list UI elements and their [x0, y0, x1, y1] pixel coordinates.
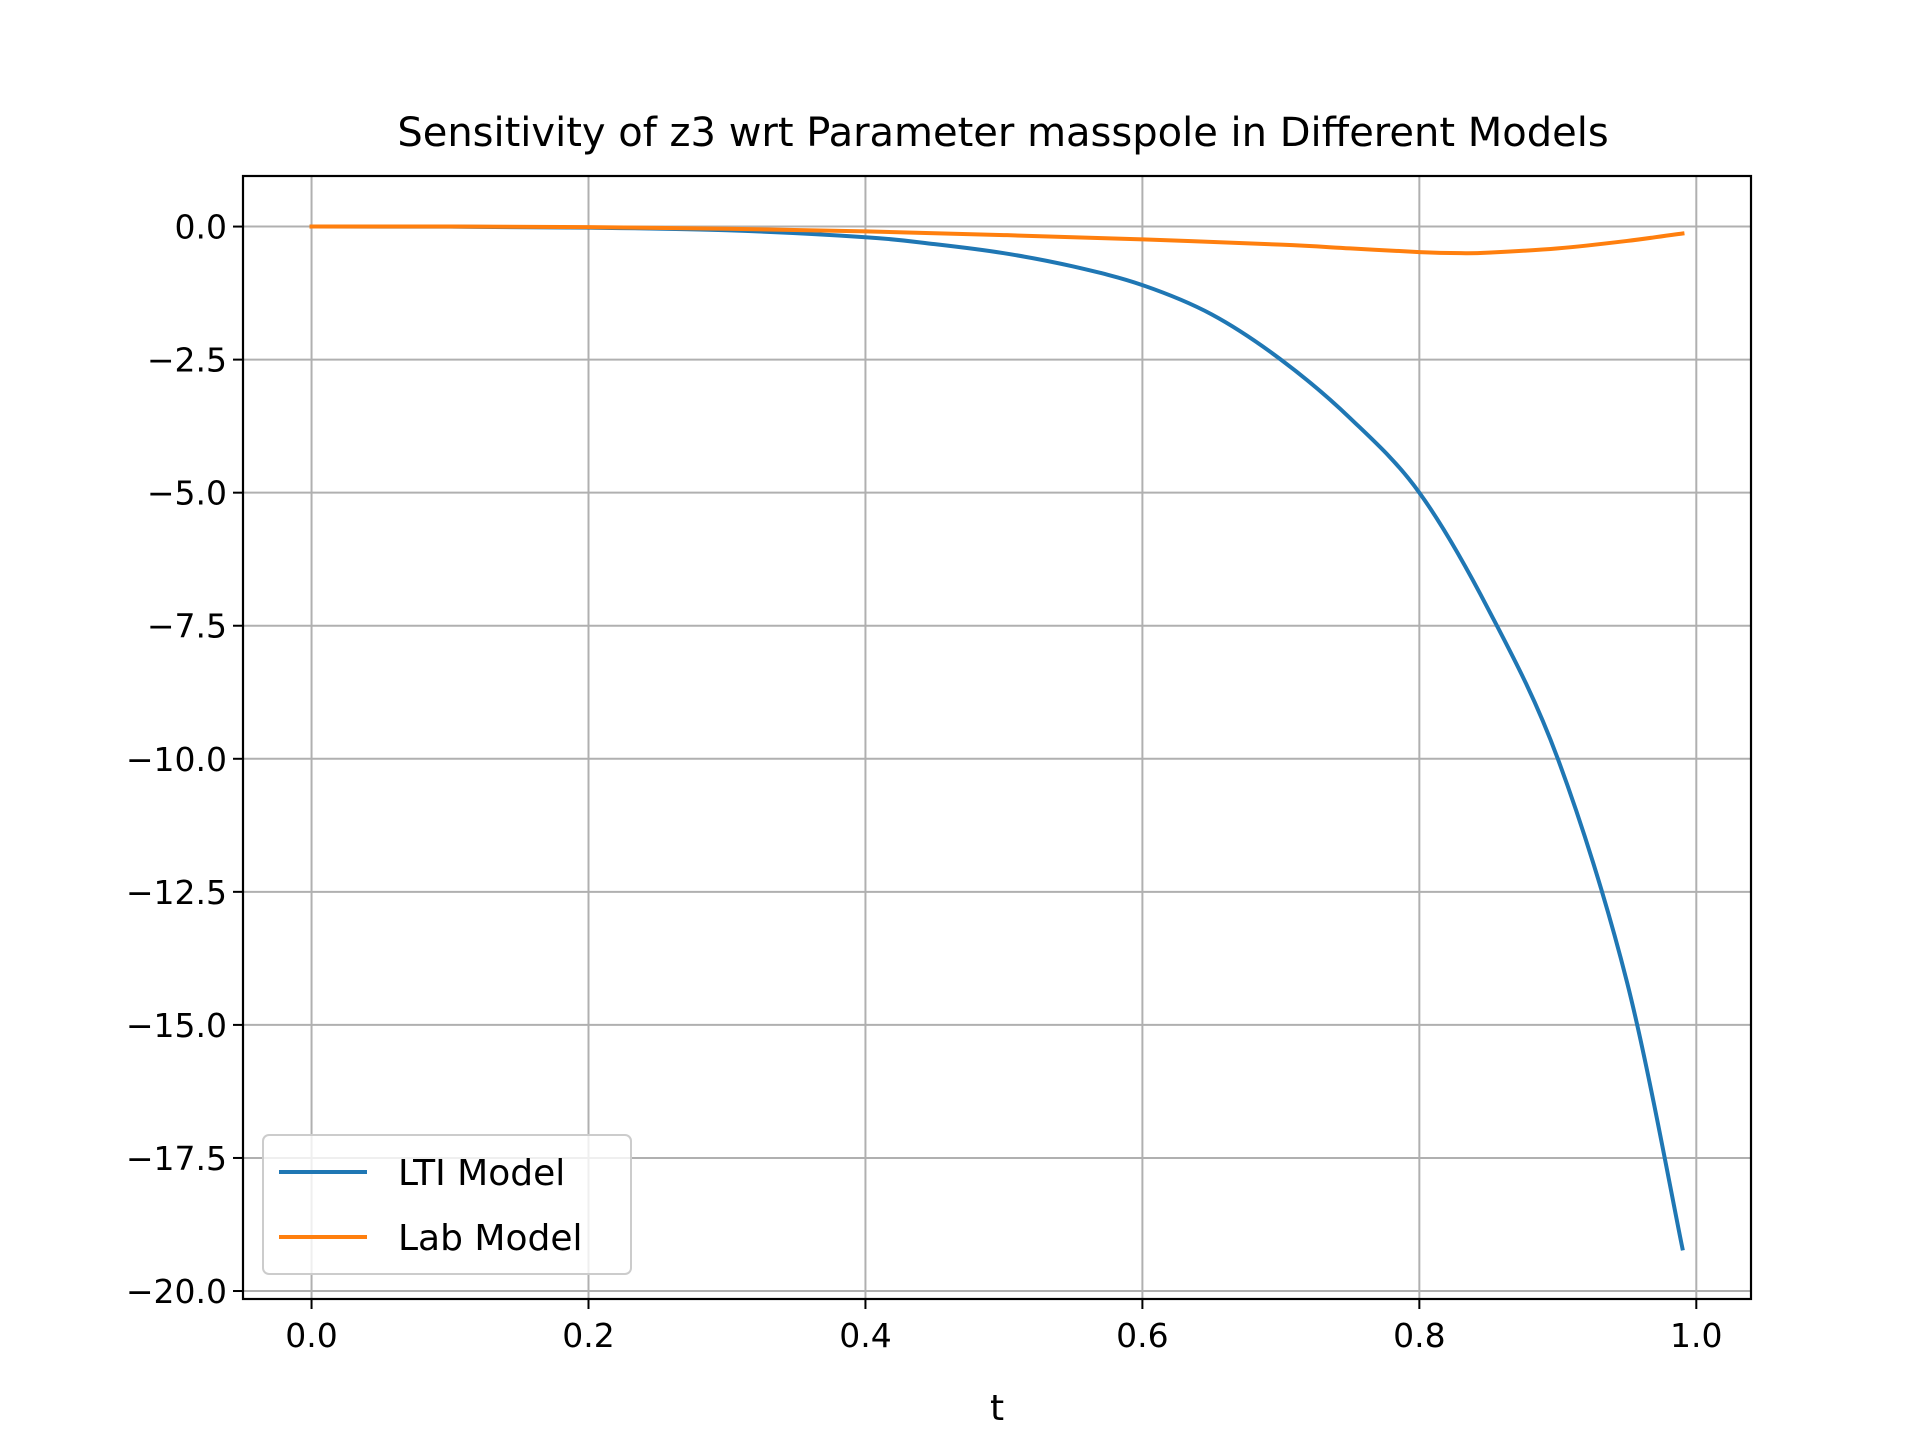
- y-tick-label: −10.0: [126, 740, 227, 779]
- y-tick-label: −7.5: [147, 607, 227, 646]
- y-tick-label: −15.0: [126, 1006, 227, 1045]
- x-tick-label: 0.2: [562, 1316, 614, 1355]
- chart-title: Sensitivity of z3 wrt Parameter masspole…: [397, 110, 1608, 156]
- y-tick-label: −5.0: [147, 474, 227, 513]
- legend-label: Lab Model: [398, 1218, 583, 1259]
- x-tick-label: 0.8: [1393, 1316, 1445, 1355]
- series-line-lab-model: [309, 224, 1685, 256]
- x-tick-label: 0.6: [1116, 1316, 1168, 1355]
- y-tick-label: −17.5: [126, 1139, 227, 1178]
- y-tick-label: −2.5: [147, 341, 227, 380]
- y-tick-label: 0.0: [175, 208, 227, 247]
- x-tick-label: 0.4: [839, 1316, 891, 1355]
- y-axis: 0.0 −2.5 −5.0 −7.5 −10.0 −12.5 −15.0 −17.5 −20.0: [126, 208, 243, 1311]
- series-line-lti-model: [309, 224, 1685, 1251]
- x-axis: 0.0 0.2 0.4 0.6 0.8 1.0: [285, 1299, 1723, 1355]
- legend-label: LTI Model: [398, 1153, 565, 1194]
- y-tick-label: −12.5: [126, 873, 227, 912]
- legend-box: [262, 1134, 632, 1275]
- x-axis-label: t: [990, 1388, 1004, 1429]
- y-tick-label: −20.0: [126, 1272, 227, 1311]
- plot-frame: [241, 174, 1753, 1301]
- x-tick-label: 0.0: [285, 1316, 337, 1355]
- x-tick-label: 1.0: [1670, 1316, 1722, 1355]
- series-layer: [309, 224, 1685, 1251]
- grid: [243, 176, 1751, 1299]
- legend: LTI Model Lab Model: [262, 1134, 632, 1275]
